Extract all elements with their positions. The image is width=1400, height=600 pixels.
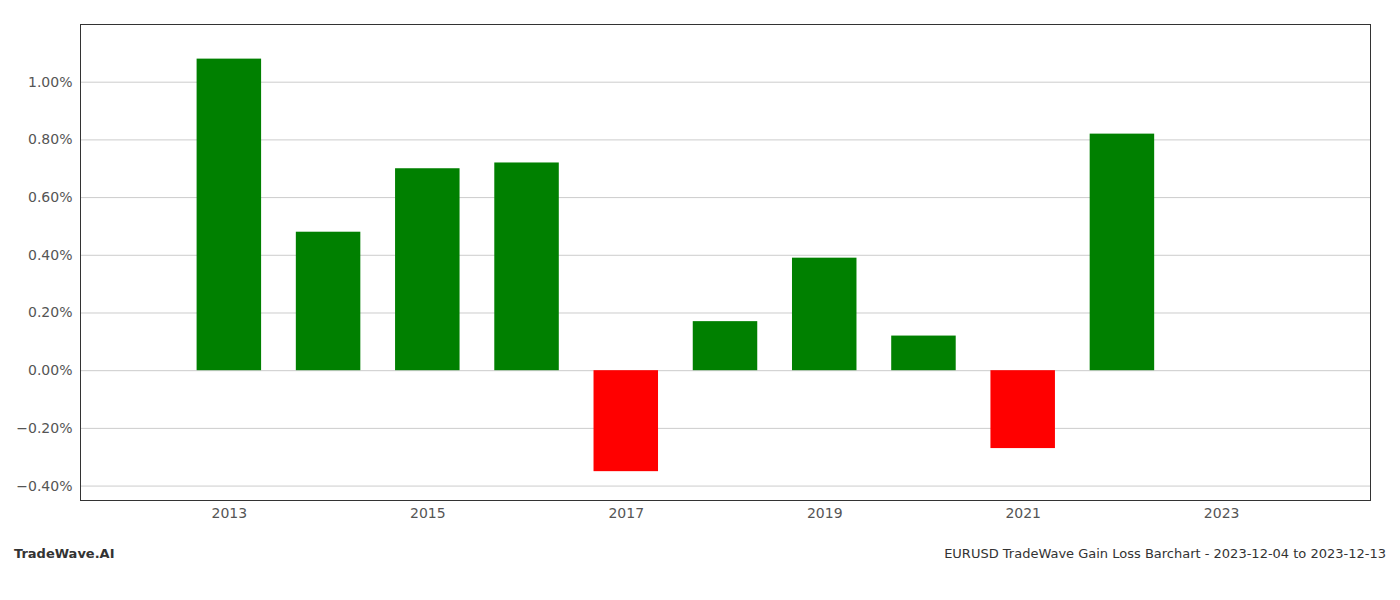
svg-text:0.20%: 0.20% [28,304,72,320]
svg-text:1.00%: 1.00% [28,74,72,90]
svg-text:0.40%: 0.40% [28,247,72,263]
svg-text:2019: 2019 [807,505,843,521]
svg-text:−0.40%: −0.40% [16,478,72,494]
svg-text:0.80%: 0.80% [28,131,72,147]
svg-text:2017: 2017 [608,505,644,521]
html-text:TradeWave.AI: TradeWave.AI [14,546,115,561]
svg-text:0.00%: 0.00% [28,362,72,378]
svg-text:2023: 2023 [1204,505,1240,521]
svg-text:2015: 2015 [410,505,446,521]
html-text:EURUSD TradeWave Gain Loss Bar: EURUSD TradeWave Gain Loss Barchart - 20… [944,546,1386,561]
svg-text:2013: 2013 [212,505,248,521]
svg-text:0.60%: 0.60% [28,189,72,205]
svg-text:−0.20%: −0.20% [16,420,72,436]
svg-text:2021: 2021 [1005,505,1041,521]
